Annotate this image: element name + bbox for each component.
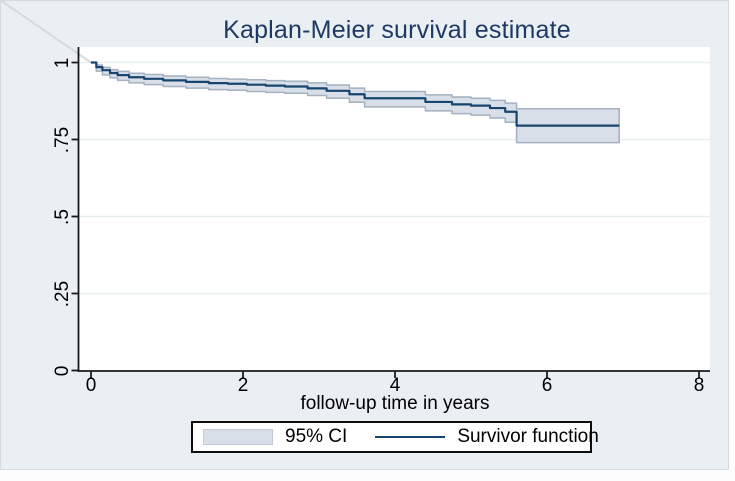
y-tick-label-1: 1 [52,57,73,68]
survivor-line-sample [375,436,446,438]
survivor-line [91,61,620,127]
x-tick-label-8: 8 [693,375,705,396]
legend-box: 95% CI Survivor function [191,421,599,453]
x-tick-label-6: 6 [541,375,553,396]
x-tick-label-2: 2 [237,375,249,396]
y-tick-label-.25: .25 [52,280,73,307]
x-tick-label-0: 0 [85,375,97,396]
x-axis-title: follow-up time in years [300,393,490,414]
ci-legend-label: 95% CI [285,426,348,447]
chart-title: Kaplan-Meier survival estimate [223,16,571,44]
ci-swatch [203,429,273,445]
y-tick-label-.5: .5 [52,208,73,225]
x-tick-label-4: 4 [389,375,401,396]
corner-artifact-line [0,0,92,64]
survivor-legend-label: Survivor function [457,426,599,447]
y-tick-label-.75: .75 [52,126,73,153]
